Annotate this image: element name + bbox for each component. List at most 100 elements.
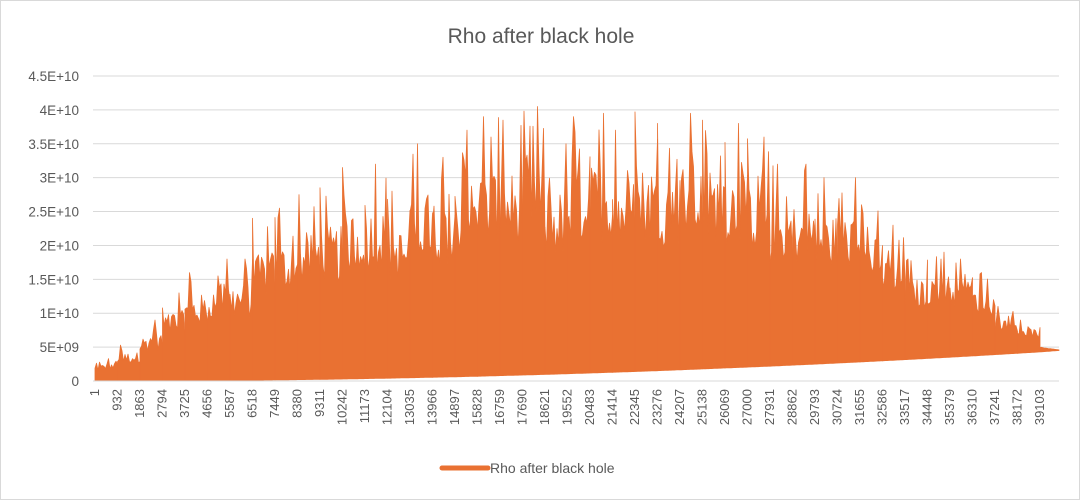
x-tick-label: 31655 [852, 389, 867, 425]
series-segment-10 [319, 187, 343, 380]
x-tick-label: 932 [110, 389, 125, 411]
y-tick-label: 1E+10 [40, 306, 79, 321]
series-segment-4 [184, 272, 208, 382]
legend-label: Rho after black hole [490, 460, 615, 476]
x-tick-label: 2794 [155, 389, 170, 418]
y-tick-label: 3.5E+10 [28, 137, 79, 152]
series-segment-30 [769, 163, 793, 367]
series-segment-2 [139, 319, 163, 382]
x-tick-label: 25138 [695, 389, 710, 425]
x-tick-label: 3725 [177, 389, 192, 418]
x-tick-label: 27000 [740, 389, 755, 425]
x-tick-label: 13035 [402, 389, 417, 425]
x-tick-label: 34448 [920, 389, 935, 425]
y-tick-label: 3E+10 [40, 171, 79, 186]
series-segment-6 [229, 258, 253, 381]
series-segment-18 [499, 119, 523, 376]
x-tick-label: 30724 [830, 389, 845, 425]
x-tick-label: 26069 [717, 389, 732, 425]
series-segment-21 [567, 116, 591, 375]
y-tick-label: 1.5E+10 [28, 272, 79, 287]
x-tick-label: 18621 [537, 389, 552, 425]
x-tick-label: 9311 [312, 389, 327, 417]
series-segment-23 [612, 129, 636, 373]
x-tick-label: 15828 [470, 389, 485, 425]
series-segment-33 [837, 177, 861, 364]
x-tick-label: 17690 [515, 389, 530, 425]
series-segment-19 [522, 106, 546, 376]
series-segment-15 [432, 156, 456, 378]
x-tick-label: 23276 [650, 389, 665, 425]
y-tick-label: 2.5E+10 [28, 205, 79, 220]
series-segment-5 [207, 258, 231, 381]
x-tick-label: 14897 [447, 389, 462, 425]
x-tick-label: 39103 [1032, 389, 1047, 425]
x-tick-label: 33517 [897, 389, 912, 425]
x-tick-label: 6518 [245, 389, 260, 418]
series-segment-14 [409, 143, 433, 379]
x-tick-label: 8380 [290, 389, 305, 418]
legend: Rho after black hole [439, 460, 615, 476]
series-segment-9 [297, 194, 321, 380]
x-tick-label: 29793 [807, 389, 822, 425]
series-segment-0 [94, 358, 118, 382]
x-tick-label: 24207 [672, 389, 687, 425]
series-segment-12 [364, 163, 388, 379]
series-segment-11 [342, 167, 366, 380]
x-tick-label: 21414 [605, 389, 620, 425]
y-tick-label: 2E+10 [40, 238, 79, 253]
x-tick-label: 35379 [942, 389, 957, 425]
series-segment-38 [949, 258, 973, 358]
series-segment-27 [702, 119, 726, 370]
x-tick-label: 36310 [965, 389, 980, 425]
series-segment-39 [972, 272, 996, 357]
y-tick-label: 0 [71, 374, 79, 389]
y-axis-labels: 0 5E+09 1E+10 1.5E+10 2E+10 2.5E+10 3E+10 3.5E+… [28, 69, 79, 389]
x-tick-label: 7449 [267, 389, 282, 418]
x-tick-label: 37241 [987, 389, 1002, 425]
series-segment-32 [814, 177, 838, 365]
series-segment-24 [634, 111, 658, 372]
x-tick-label: 13966 [425, 389, 440, 425]
series-rho-after-black-hole [94, 106, 1060, 382]
series-segment-37 [927, 251, 951, 359]
x-tick-label: 27931 [762, 389, 777, 425]
series-segment-3 [162, 292, 186, 382]
series-segment-28 [724, 123, 748, 369]
series-segment-25 [657, 123, 681, 372]
series-segment-41 [1017, 319, 1041, 354]
series-segment-1 [117, 344, 141, 382]
series-segment-20 [544, 143, 568, 375]
x-tick-label: 28862 [785, 389, 800, 425]
x-tick-label: 19552 [560, 389, 575, 425]
chart-title: Rho after black hole [448, 25, 635, 48]
x-tick-label: 20483 [582, 389, 597, 425]
series-segment-17 [477, 116, 501, 377]
series-segment-16 [454, 129, 478, 378]
series-segment-13 [387, 190, 411, 379]
x-tick-label: 22345 [627, 389, 642, 425]
x-tick-label: 1863 [132, 389, 147, 418]
x-tick-label: 4656 [200, 389, 215, 418]
x-tick-label: 16759 [492, 389, 507, 425]
series-segment-29 [747, 136, 771, 368]
series-segment-31 [792, 163, 816, 366]
y-tick-label: 4.5E+10 [28, 69, 79, 84]
x-tick-label: 32586 [875, 389, 890, 425]
x-tick-label: 12104 [380, 389, 395, 425]
series-segment-36 [904, 258, 928, 360]
y-tick-label: 5E+09 [40, 340, 79, 355]
series-segment-34 [859, 204, 883, 363]
x-tick-label: 38172 [1010, 389, 1025, 425]
x-axis-labels: 1 932 1863 2794 3725 4656 5587 6518 7449 8380 9311… [87, 389, 1047, 425]
series-segment-7 [252, 217, 276, 381]
x-tick-label: 10242 [335, 389, 350, 425]
x-tick-label: 1 [87, 389, 102, 396]
series-segment-42 [1039, 346, 1060, 353]
series-segment-26 [679, 112, 703, 371]
x-tick-label: 11173 [357, 389, 372, 423]
x-tick-label: 5587 [222, 389, 237, 418]
series-segment-8 [274, 207, 298, 381]
y-tick-label: 4E+10 [40, 103, 79, 118]
